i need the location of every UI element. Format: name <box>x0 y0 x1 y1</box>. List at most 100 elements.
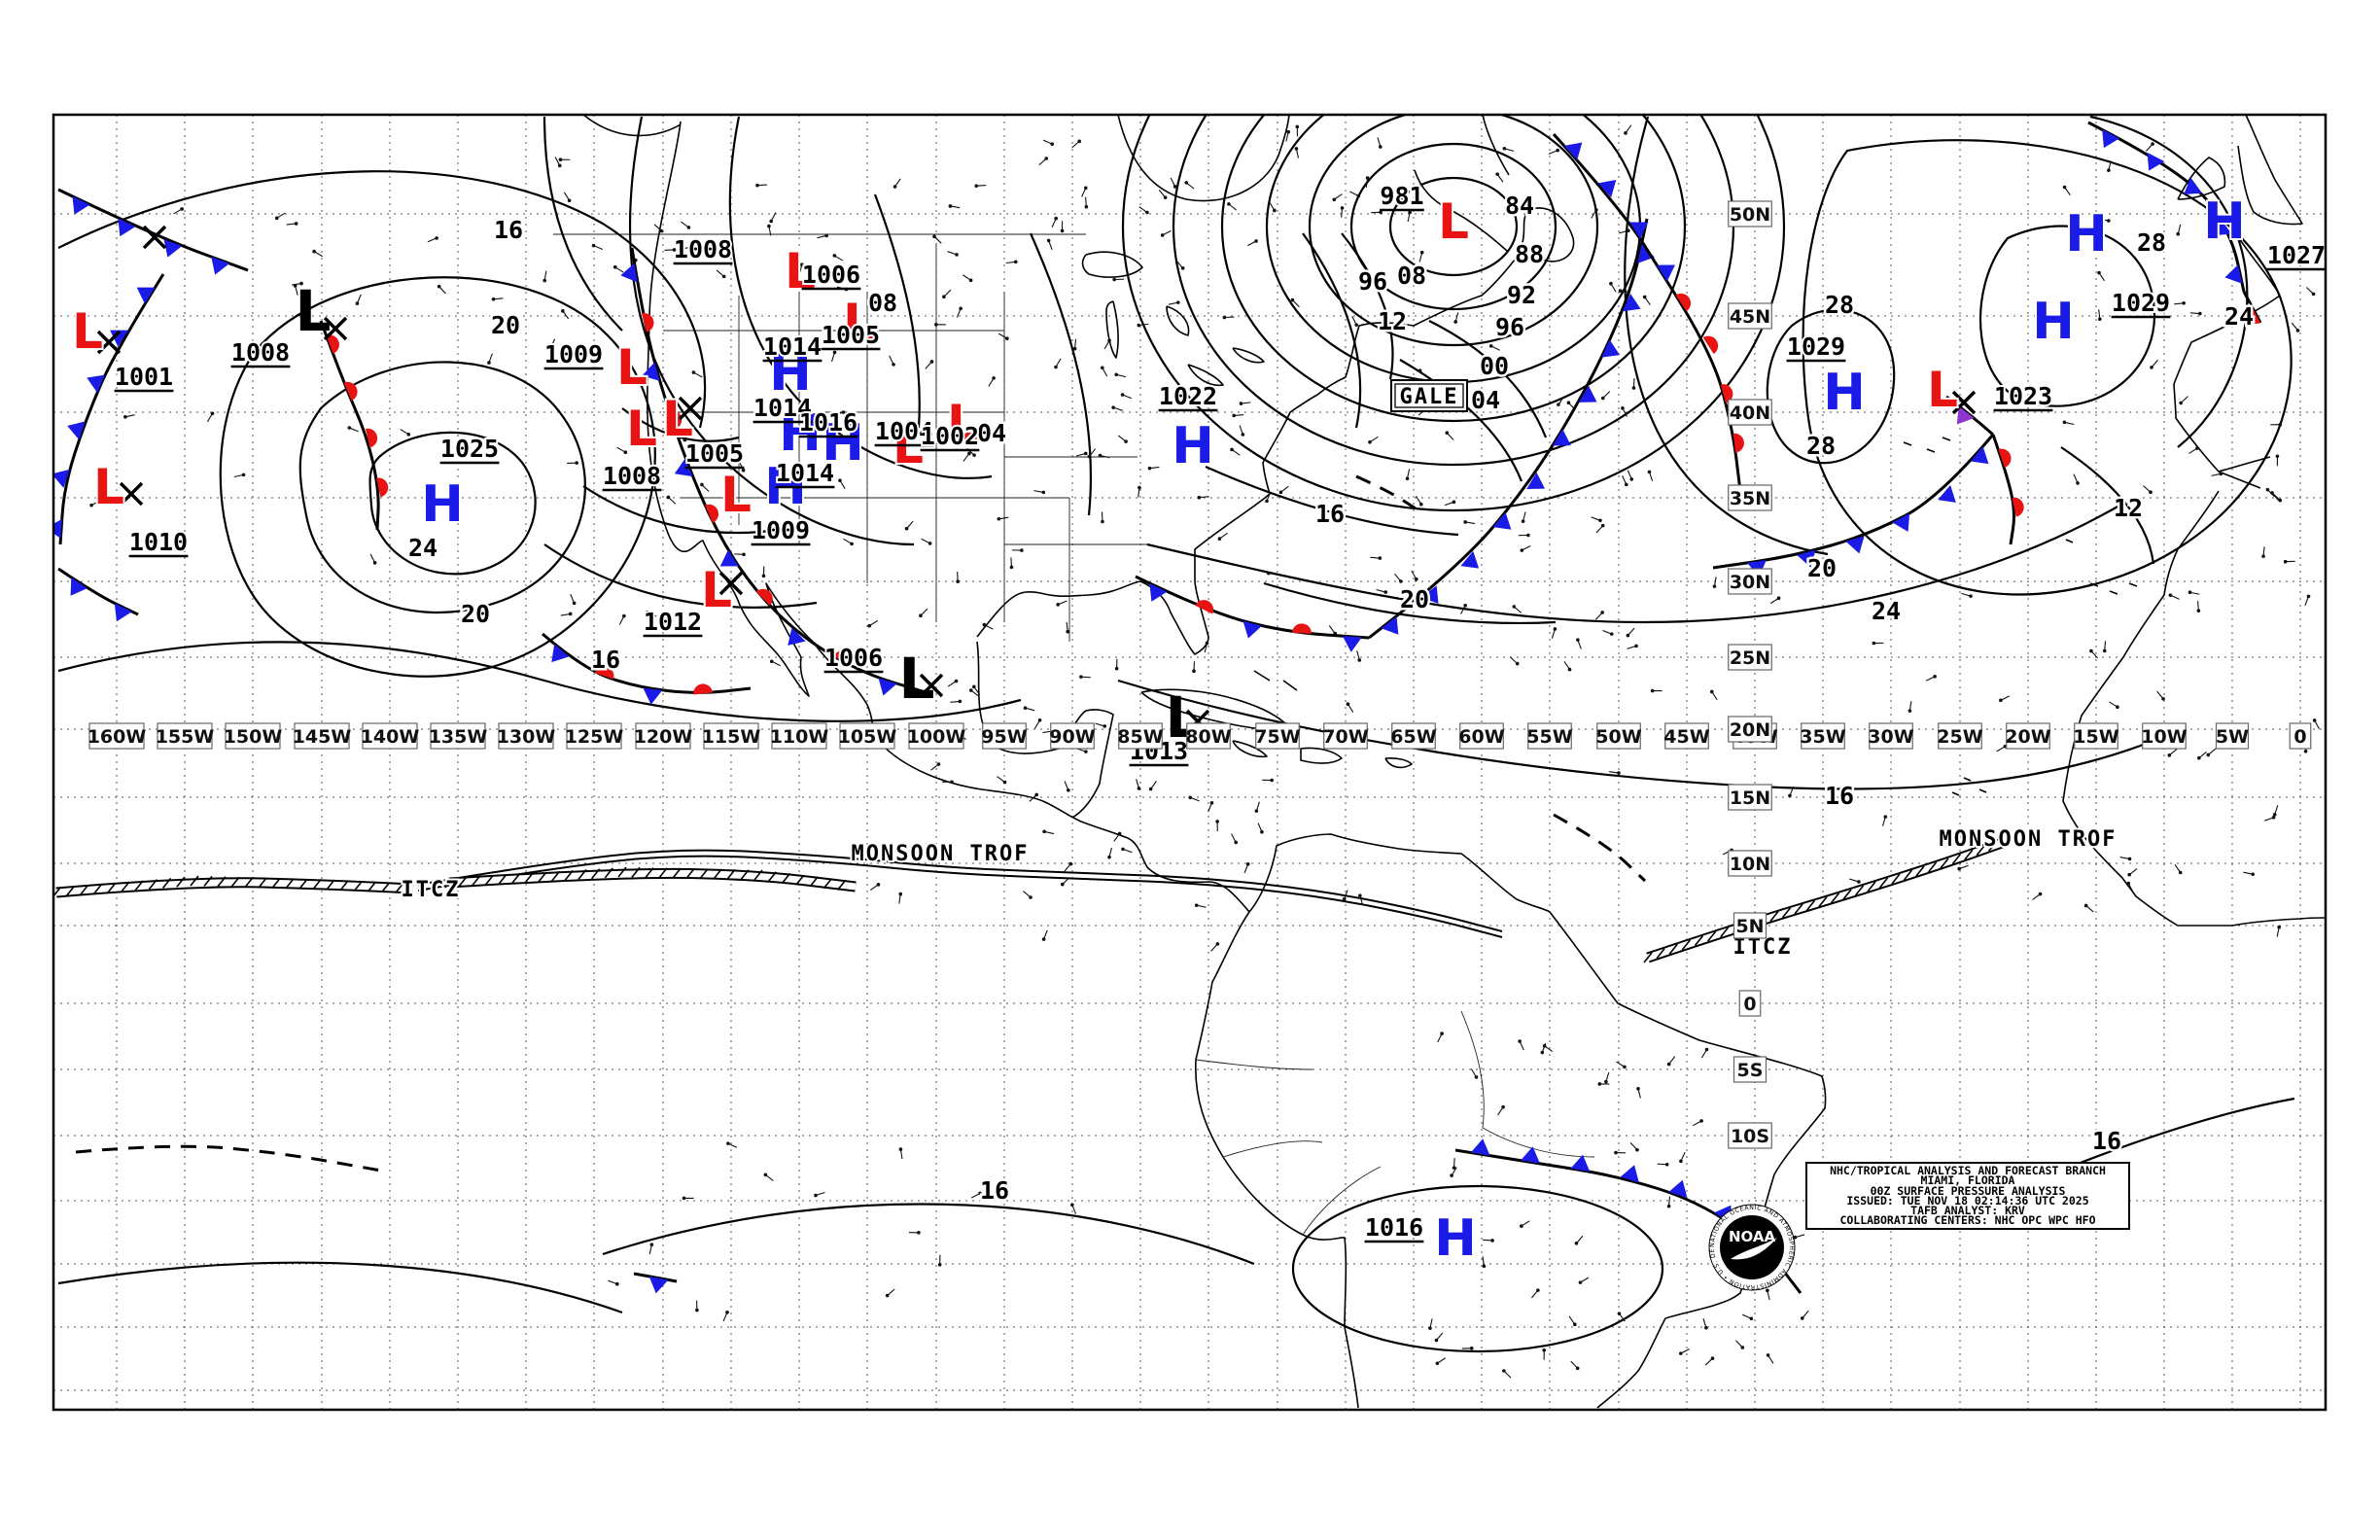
pressure-value-label: 1023 <box>1994 382 2052 410</box>
pressure-values: 1001100810101025981100610081009100510081… <box>113 180 2326 1243</box>
isobar-label: 04 <box>1471 386 1500 414</box>
pressure-value-label: 981 <box>1380 182 1423 210</box>
cold-front <box>1368 218 1655 640</box>
low-center-symbol: L <box>899 646 935 712</box>
isobar-label: 28 <box>2137 228 2166 257</box>
high-center-symbol: H <box>822 414 864 472</box>
fronts <box>53 121 2262 1294</box>
isobar-label: 16 <box>2092 1127 2121 1155</box>
station-plots <box>89 124 2326 1379</box>
isobar-label: 12 <box>2114 494 2143 522</box>
longitude-label: 135W <box>429 726 488 748</box>
low-center-symbol: L <box>93 459 124 515</box>
occluded-front <box>1945 395 1994 437</box>
latitude-label: 0 <box>1743 994 1756 1015</box>
stationary-front <box>542 632 752 705</box>
high-center-symbol: H <box>769 344 812 402</box>
isobar-label: 20 <box>1400 585 1429 613</box>
map-frame <box>52 113 2328 1412</box>
low-center-symbol: L <box>843 294 874 350</box>
pressure-value-label: 1005 <box>822 321 880 349</box>
longitude-label: 155W <box>156 726 215 748</box>
isobar-label: 24 <box>2224 302 2254 331</box>
isobar-label: 84 <box>1505 192 1534 220</box>
high-center-symbol: H <box>2065 205 2108 263</box>
grid-labels: 160W 155W 150W 145W 140W 135W 130W 125W 120W 115W… <box>88 200 2312 1149</box>
pressure-value-label: 1006 <box>824 644 883 672</box>
pressure-value-label: 1002 <box>921 422 979 450</box>
pressure-value-label: 1027 <box>2267 241 2326 269</box>
coastlines <box>582 115 2326 1409</box>
longitude-label: 140W <box>361 726 420 748</box>
cold-front <box>57 567 139 622</box>
isobar-label: 20 <box>1807 554 1837 582</box>
latitude-label: 10S <box>1731 1126 1769 1147</box>
isobar-label: 24 <box>1872 597 1901 625</box>
collaborating-centers: COLLABORATING CENTERS: NHC OPC WPC HFO <box>1839 1215 2096 1226</box>
pressure-value-label: 1016 <box>1365 1213 1423 1242</box>
high-center-symbol: H <box>779 404 822 463</box>
longitude-label: 100W <box>907 726 966 748</box>
isobar-label: 20 <box>491 311 520 339</box>
high-center-symbol: H <box>1172 417 1214 475</box>
agency-name: NHC/TROPICAL ANALYSIS AND FORECAST BRANC… <box>1830 1166 2106 1176</box>
longitude-label: 130W <box>497 726 556 748</box>
warm-front <box>319 320 389 531</box>
isobar-label: 16 <box>1315 500 1345 528</box>
pressure-value-label: 1014 <box>776 459 834 487</box>
low-center-symbol: L <box>626 401 657 457</box>
longitude-label: 60W <box>1458 726 1504 748</box>
pressure-value-label: 1014 <box>753 394 812 422</box>
latitude-label: 5S <box>1737 1060 1764 1081</box>
isobar-labels: 16 20 24 20 16 08 84 88 92 96 96 00 04 08 12 16 20 24 28 28… <box>405 190 2256 1208</box>
monsoon-trof-label: MONSOON TROF <box>852 842 1030 866</box>
itcz-label: ITCZ <box>402 878 461 902</box>
pressure-value-label: 1005 <box>685 439 744 468</box>
cold-front <box>633 1272 678 1294</box>
cold-front <box>57 188 249 275</box>
political-borders <box>553 233 1595 1236</box>
longitude-label: 0 <box>2293 726 2306 748</box>
pressure-value-label: 1008 <box>674 235 732 263</box>
stationary-front <box>620 247 927 696</box>
pressure-value-label: 1016 <box>799 408 858 437</box>
pressure-value-label: 1004 <box>875 417 933 445</box>
isobars <box>57 115 2295 1353</box>
latitude-label: 10N <box>1730 854 1770 875</box>
isobar-label: 04 <box>977 419 1006 447</box>
isobar-label: 92 <box>1507 281 1536 309</box>
latitude-label: 15N <box>1730 788 1770 809</box>
pressure-value-label: 1009 <box>752 516 810 544</box>
longitude-label: 25W <box>1937 726 1982 748</box>
isobar-label: 96 <box>1358 267 1387 296</box>
longitude-label: 95W <box>981 726 1027 748</box>
product-name: 00Z SURFACE PRESSURE ANALYSIS <box>1870 1185 2066 1196</box>
isobar-label: 88 <box>1515 240 1544 268</box>
longitude-label: 80W <box>1185 726 1231 748</box>
latitude-label: 20N <box>1730 719 1770 741</box>
pressure-value-label: 1008 <box>231 338 290 367</box>
longitude-label: 85W <box>1117 726 1163 748</box>
longitude-label: 20W <box>2005 726 2050 748</box>
analysis-info-box: NHC/TROPICAL ANALYSIS AND FORECAST BRANC… <box>1805 1162 2130 1230</box>
latitude-label: 5N <box>1735 916 1764 937</box>
issue-time: ISSUED: TUE NOV 18 02:14:36 UTC 2025 <box>1846 1195 2089 1207</box>
longitude-label: 110W <box>770 726 829 748</box>
pressure-value-label: 1009 <box>544 340 603 368</box>
warm-front <box>1991 434 2024 545</box>
monsoon-trof-label: MONSOON TROF <box>1940 827 2118 852</box>
analyst: TAFB ANALYST: KRV <box>1910 1206 2025 1216</box>
gale-label: GALE <box>1400 385 1459 409</box>
longitude-label: 145W <box>293 726 352 748</box>
isobar-label: 28 <box>1825 291 1854 319</box>
stationary-front <box>1135 575 1370 652</box>
longitude-label: 75W <box>1254 726 1300 748</box>
low-center-symbol: L <box>1927 362 1958 418</box>
low-center-symbol: L <box>616 339 648 396</box>
longitude-label: 10W <box>2141 726 2187 748</box>
isobar-label: 96 <box>1495 313 1524 341</box>
longitude-label: 120W <box>634 726 693 748</box>
isobar-label: 00 <box>1480 352 1509 380</box>
